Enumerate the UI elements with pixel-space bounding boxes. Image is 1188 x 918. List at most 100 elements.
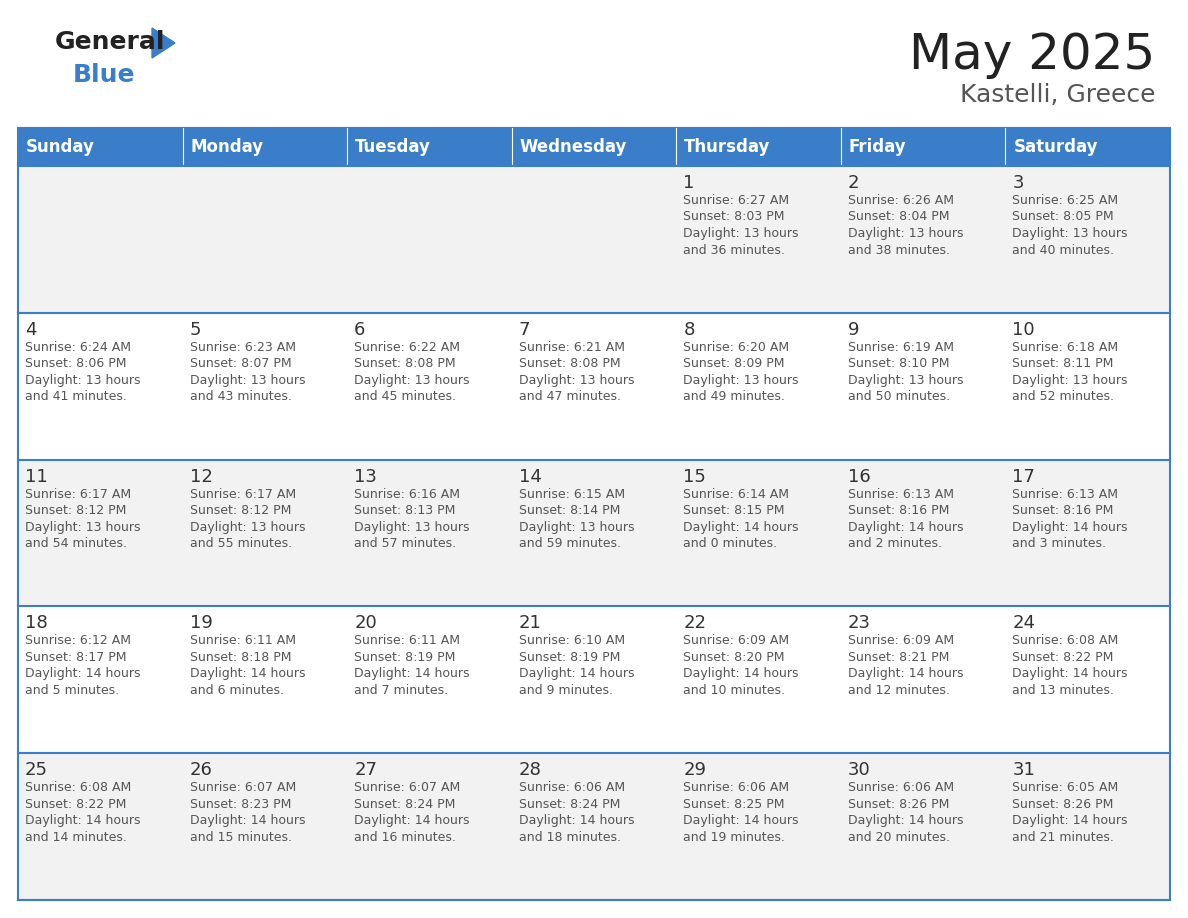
Text: Sunset: 8:11 PM: Sunset: 8:11 PM (1012, 357, 1114, 370)
Text: 13: 13 (354, 467, 377, 486)
Text: Sunset: 8:26 PM: Sunset: 8:26 PM (1012, 798, 1114, 811)
Text: and 52 minutes.: and 52 minutes. (1012, 390, 1114, 403)
Text: and 15 minutes.: and 15 minutes. (190, 831, 291, 844)
Text: Sunset: 8:14 PM: Sunset: 8:14 PM (519, 504, 620, 517)
Text: Sunrise: 6:09 AM: Sunrise: 6:09 AM (683, 634, 789, 647)
Bar (18, 313, 1170, 460)
Text: 26: 26 (190, 761, 213, 779)
Text: Sunrise: 6:26 AM: Sunrise: 6:26 AM (848, 194, 954, 207)
Text: Sunrise: 6:07 AM: Sunrise: 6:07 AM (354, 781, 461, 794)
Text: Sunrise: 6:22 AM: Sunrise: 6:22 AM (354, 341, 460, 353)
Text: Sunrise: 6:06 AM: Sunrise: 6:06 AM (683, 781, 789, 794)
Text: and 41 minutes.: and 41 minutes. (25, 390, 127, 403)
Text: Sunrise: 6:07 AM: Sunrise: 6:07 AM (190, 781, 296, 794)
Text: 31: 31 (1012, 761, 1035, 779)
Bar (347, 128, 512, 166)
Text: and 2 minutes.: and 2 minutes. (848, 537, 942, 550)
Text: and 9 minutes.: and 9 minutes. (519, 684, 613, 697)
Text: 30: 30 (848, 761, 871, 779)
Text: and 13 minutes.: and 13 minutes. (1012, 684, 1114, 697)
Text: Daylight: 14 hours: Daylight: 14 hours (354, 667, 469, 680)
Text: and 38 minutes.: and 38 minutes. (848, 243, 950, 256)
Text: Daylight: 13 hours: Daylight: 13 hours (354, 521, 469, 533)
Text: Daylight: 13 hours: Daylight: 13 hours (190, 374, 305, 386)
Text: 20: 20 (354, 614, 377, 633)
Text: Sunset: 8:07 PM: Sunset: 8:07 PM (190, 357, 291, 370)
Text: Sunset: 8:03 PM: Sunset: 8:03 PM (683, 210, 785, 223)
Text: 28: 28 (519, 761, 542, 779)
Text: Sunrise: 6:18 AM: Sunrise: 6:18 AM (1012, 341, 1119, 353)
Text: 24: 24 (1012, 614, 1036, 633)
Text: Sunset: 8:23 PM: Sunset: 8:23 PM (190, 798, 291, 811)
Text: Daylight: 13 hours: Daylight: 13 hours (683, 227, 798, 240)
Text: Sunset: 8:24 PM: Sunset: 8:24 PM (519, 798, 620, 811)
Text: Sunrise: 6:09 AM: Sunrise: 6:09 AM (848, 634, 954, 647)
Text: 7: 7 (519, 320, 530, 339)
Text: and 18 minutes.: and 18 minutes. (519, 831, 620, 844)
Text: May 2025: May 2025 (909, 31, 1155, 79)
Text: Sunrise: 6:11 AM: Sunrise: 6:11 AM (354, 634, 460, 647)
Text: 23: 23 (848, 614, 871, 633)
Text: 17: 17 (1012, 467, 1035, 486)
Text: 21: 21 (519, 614, 542, 633)
Text: and 20 minutes.: and 20 minutes. (848, 831, 950, 844)
Text: 29: 29 (683, 761, 707, 779)
Text: Daylight: 14 hours: Daylight: 14 hours (848, 667, 963, 680)
Text: Sunrise: 6:19 AM: Sunrise: 6:19 AM (848, 341, 954, 353)
Text: Daylight: 14 hours: Daylight: 14 hours (683, 667, 798, 680)
Text: 12: 12 (190, 467, 213, 486)
Text: Sunrise: 6:14 AM: Sunrise: 6:14 AM (683, 487, 789, 500)
Text: and 0 minutes.: and 0 minutes. (683, 537, 777, 550)
Bar (18, 607, 1170, 753)
Bar (183, 128, 347, 166)
Text: Friday: Friday (849, 138, 906, 156)
Bar (18, 128, 1170, 900)
Text: Sunset: 8:10 PM: Sunset: 8:10 PM (848, 357, 949, 370)
Text: Daylight: 13 hours: Daylight: 13 hours (848, 374, 963, 386)
Text: Sunset: 8:19 PM: Sunset: 8:19 PM (354, 651, 455, 664)
Text: Daylight: 13 hours: Daylight: 13 hours (519, 521, 634, 533)
Text: 9: 9 (848, 320, 859, 339)
Text: Sunset: 8:06 PM: Sunset: 8:06 PM (25, 357, 126, 370)
Text: Sunset: 8:18 PM: Sunset: 8:18 PM (190, 651, 291, 664)
Text: Daylight: 14 hours: Daylight: 14 hours (1012, 667, 1127, 680)
Text: 4: 4 (25, 320, 37, 339)
Text: and 10 minutes.: and 10 minutes. (683, 684, 785, 697)
Text: Sunrise: 6:11 AM: Sunrise: 6:11 AM (190, 634, 296, 647)
Text: and 12 minutes.: and 12 minutes. (848, 684, 949, 697)
Text: Sunrise: 6:25 AM: Sunrise: 6:25 AM (1012, 194, 1119, 207)
Text: Sunrise: 6:08 AM: Sunrise: 6:08 AM (25, 781, 131, 794)
Text: Daylight: 14 hours: Daylight: 14 hours (519, 667, 634, 680)
Text: Sunday: Sunday (26, 138, 95, 156)
Bar (18, 460, 1170, 607)
Text: Daylight: 13 hours: Daylight: 13 hours (848, 227, 963, 240)
Text: and 57 minutes.: and 57 minutes. (354, 537, 456, 550)
Text: 3: 3 (1012, 174, 1024, 192)
Text: Sunset: 8:05 PM: Sunset: 8:05 PM (1012, 210, 1114, 223)
Text: Sunset: 8:21 PM: Sunset: 8:21 PM (848, 651, 949, 664)
Text: Sunset: 8:09 PM: Sunset: 8:09 PM (683, 357, 785, 370)
Text: 27: 27 (354, 761, 377, 779)
Text: Wednesday: Wednesday (519, 138, 627, 156)
Text: Daylight: 13 hours: Daylight: 13 hours (25, 521, 140, 533)
Text: 11: 11 (25, 467, 48, 486)
Text: Sunrise: 6:24 AM: Sunrise: 6:24 AM (25, 341, 131, 353)
Text: Sunrise: 6:13 AM: Sunrise: 6:13 AM (848, 487, 954, 500)
Text: Daylight: 13 hours: Daylight: 13 hours (190, 521, 305, 533)
Bar (18, 128, 183, 166)
Text: and 5 minutes.: and 5 minutes. (25, 684, 119, 697)
Bar (18, 753, 1170, 900)
Text: 5: 5 (190, 320, 201, 339)
Text: Daylight: 14 hours: Daylight: 14 hours (25, 814, 140, 827)
Text: and 3 minutes.: and 3 minutes. (1012, 537, 1106, 550)
Text: Sunset: 8:15 PM: Sunset: 8:15 PM (683, 504, 785, 517)
Text: Sunset: 8:20 PM: Sunset: 8:20 PM (683, 651, 785, 664)
Text: Sunrise: 6:16 AM: Sunrise: 6:16 AM (354, 487, 460, 500)
Text: and 45 minutes.: and 45 minutes. (354, 390, 456, 403)
Text: and 21 minutes.: and 21 minutes. (1012, 831, 1114, 844)
Polygon shape (152, 28, 175, 58)
Text: Sunset: 8:04 PM: Sunset: 8:04 PM (848, 210, 949, 223)
Text: 25: 25 (25, 761, 48, 779)
Text: Saturday: Saturday (1013, 138, 1098, 156)
Text: Sunrise: 6:08 AM: Sunrise: 6:08 AM (1012, 634, 1119, 647)
